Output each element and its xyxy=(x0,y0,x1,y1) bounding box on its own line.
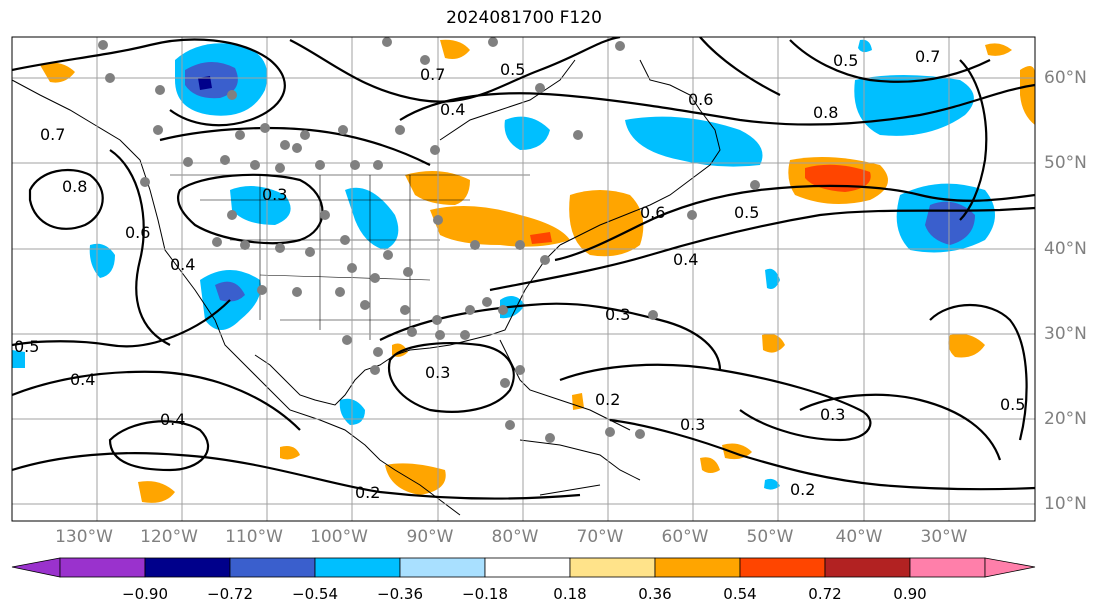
contour-label: 0.3 xyxy=(680,415,705,434)
colorbar-tick: −0.18 xyxy=(462,585,508,603)
contour-label: 0.5 xyxy=(500,60,525,79)
graticule xyxy=(12,37,1035,521)
contour-label: 0.8 xyxy=(813,103,838,122)
map-field: 0.7 0.7 0.6 0.8 0.7 0.4 0.5 0.4 0.6 0.5 … xyxy=(12,37,1035,521)
contour-label: 0.4 xyxy=(170,255,195,274)
lat-label: 40°N xyxy=(1044,239,1087,259)
colorbar-tick: 0.36 xyxy=(638,585,672,603)
lat-label: 30°N xyxy=(1044,324,1087,344)
contour-label: 0.2 xyxy=(790,480,815,499)
colorbar-max-arrow xyxy=(984,557,1036,578)
colorbar-tick: 0.72 xyxy=(808,585,842,603)
lon-label: 120°W xyxy=(140,527,198,547)
contour-label: 0.5 xyxy=(1000,395,1025,414)
colorbar-tick: 0.90 xyxy=(893,585,927,603)
colorbar-segment xyxy=(59,557,146,578)
lon-label: 80°W xyxy=(491,527,539,547)
contour-label: 0.5 xyxy=(833,51,858,70)
lon-label: 100°W xyxy=(310,527,368,547)
lat-label: 20°N xyxy=(1044,409,1087,429)
lon-label: 60°W xyxy=(661,527,709,547)
contour-label: 0.7 xyxy=(915,47,940,66)
colorbar-segment xyxy=(314,557,401,578)
colorbar-segment xyxy=(569,557,656,578)
contour-label: 0.7 xyxy=(40,125,65,144)
contour-label: 0.3 xyxy=(425,363,450,382)
colorbar-segment xyxy=(654,557,741,578)
contour-label: 0.4 xyxy=(160,410,185,429)
contour-labels: 0.7 0.7 0.6 0.8 0.7 0.4 0.5 0.4 0.6 0.5 … xyxy=(14,47,1025,502)
contour-label: 0.2 xyxy=(595,390,620,409)
colorbar-tick: −0.36 xyxy=(377,585,423,603)
colorbar xyxy=(11,557,1036,578)
contour-label: 0.3 xyxy=(262,185,287,204)
contour-label: 0.5 xyxy=(734,203,759,222)
contour-label: 0.5 xyxy=(14,337,39,356)
map-title: 2024081700 F120 xyxy=(446,8,602,28)
colorbar-segment xyxy=(909,557,986,578)
lon-label: 40°W xyxy=(835,527,883,547)
colorbar-tick: −0.90 xyxy=(122,585,168,603)
colorbar-segment xyxy=(229,557,316,578)
contour-lines xyxy=(12,37,1035,500)
colorbar-segment xyxy=(739,557,826,578)
contour-label: 0.3 xyxy=(605,305,630,324)
lon-label: 70°W xyxy=(576,527,624,547)
lat-label: 50°N xyxy=(1044,153,1087,173)
contour-label: 0.4 xyxy=(673,250,698,269)
colorbar-segment xyxy=(399,557,486,578)
colorbar-tick: −0.54 xyxy=(292,585,338,603)
contour-label: 0.6 xyxy=(640,203,665,222)
lon-label: 90°W xyxy=(406,527,454,547)
map-frame xyxy=(11,36,1036,522)
lon-label: 110°W xyxy=(225,527,283,547)
lat-label: 60°N xyxy=(1044,68,1087,88)
colorbar-tick: 0.18 xyxy=(553,585,587,603)
colorbar-segment xyxy=(824,557,911,578)
lon-label: 50°W xyxy=(746,527,794,547)
contour-label: 0.6 xyxy=(125,223,150,242)
contour-label: 0.4 xyxy=(70,370,95,389)
contour-label: 0.6 xyxy=(688,90,713,109)
contour-label: 0.4 xyxy=(440,100,465,119)
colorbar-segment xyxy=(484,557,571,578)
lon-label: 130°W xyxy=(55,527,113,547)
colorbar-tick: −0.72 xyxy=(207,585,253,603)
contour-label: 0.2 xyxy=(355,483,380,502)
lat-label: 10°N xyxy=(1044,494,1087,514)
contour-label: 0.7 xyxy=(420,65,445,84)
contour-label: 0.8 xyxy=(62,177,87,196)
colorbar-min-arrow xyxy=(11,557,61,578)
lon-label: 30°W xyxy=(920,527,968,547)
contour-label: 0.3 xyxy=(820,405,845,424)
colorbar-segment xyxy=(144,557,231,578)
station-dots xyxy=(98,37,760,443)
colorbar-tick: 0.54 xyxy=(723,585,757,603)
